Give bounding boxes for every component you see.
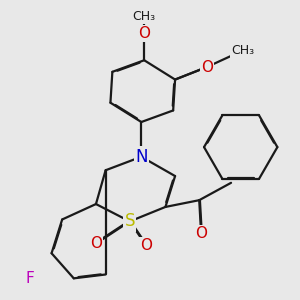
Text: F: F xyxy=(26,271,35,286)
Text: N: N xyxy=(135,148,148,166)
Text: O: O xyxy=(140,238,152,253)
Text: O: O xyxy=(195,226,207,242)
Text: CH₃: CH₃ xyxy=(231,44,254,57)
Text: O: O xyxy=(138,26,150,41)
Text: O: O xyxy=(201,59,213,74)
Text: S: S xyxy=(124,212,135,230)
Text: CH₃: CH₃ xyxy=(133,10,156,23)
Text: O: O xyxy=(90,236,102,251)
